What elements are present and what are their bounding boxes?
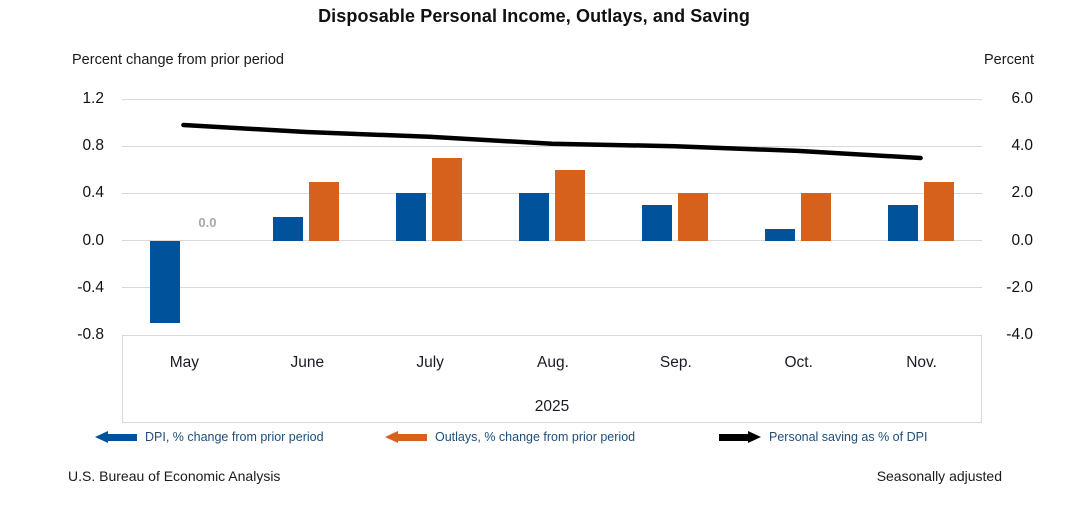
bar-dpi-sep [641,205,672,241]
right-axis-tick: -2.0 [1006,278,1033,296]
month-label: Oct. [784,354,813,371]
outlays-arrow-icon [385,431,427,443]
right-axis-tick: 4.0 [1011,137,1033,155]
right-axis-tick: 6.0 [1011,90,1033,107]
bar-dpi-june [273,217,304,241]
month-label: Nov. [906,354,937,371]
left-axis-tick: 0.4 [82,184,104,202]
source-text: U.S. Bureau of Economic Analysis [68,468,281,484]
plot-area: 0.0 [122,98,982,336]
month-label: June [290,354,325,371]
left-axis-tick: 0.0 [82,231,104,249]
bar-outlays-aug [555,169,585,241]
year-label: 2025 [534,398,570,415]
legend-item-outlays: Outlays, % change from prior period [385,429,635,445]
legend-label-dpi: DPI, % change from prior period [145,430,324,444]
bar-outlays-june [309,181,340,241]
gridline [122,240,982,242]
bar-dpi-oct [764,228,795,241]
bar-outlays-july [432,158,463,241]
legend-item-saving: Personal saving as % of DPI [719,429,927,445]
x-axis-box: 2025 May June July Aug. Sep. Oct. Nov. [122,335,982,423]
right-axis-caption: Percent [984,52,1034,68]
left-axis-tick: 1.2 [82,90,104,107]
right-axis-tick: -4.0 [1006,326,1033,343]
legend-label-outlays: Outlays, % change from prior period [435,430,636,444]
left-axis-tick: -0.8 [77,326,104,343]
month-label: May [169,354,200,371]
right-axis-tick: 2.0 [1011,184,1033,202]
legend-label-saving: Personal saving as % of DPI [769,430,928,444]
month-label: July [416,354,444,371]
bar-dpi-july [396,193,427,241]
saving-arrow-icon [719,431,761,443]
gridline [122,98,982,100]
gridline [122,192,982,194]
right-axis-tick: 0.0 [1011,231,1033,249]
bar-dpi-may [150,240,181,324]
left-axis-caption: Percent change from prior period [72,52,284,68]
bar-dpi-nov [887,205,918,241]
zero-value-label: 0.0 [198,214,217,230]
gridline [122,145,982,147]
left-axis-tick: 0.8 [82,137,104,155]
gridline [122,287,982,289]
chart-title: Disposable Personal Income, Outlays, and… [318,6,750,26]
month-label: Aug. [537,354,569,371]
month-label: Sep. [659,354,692,371]
bar-outlays-sep [677,193,708,241]
bar-outlays-oct [800,193,831,241]
bar-dpi-aug [519,193,549,241]
bar-outlays-nov [923,181,954,241]
left-axis-tick: -0.4 [77,278,104,296]
legend-item-dpi: DPI, % change from prior period [95,429,324,445]
dpi-arrow-icon [95,431,137,443]
seasonally-adjusted-note: Seasonally adjusted [876,468,1002,484]
